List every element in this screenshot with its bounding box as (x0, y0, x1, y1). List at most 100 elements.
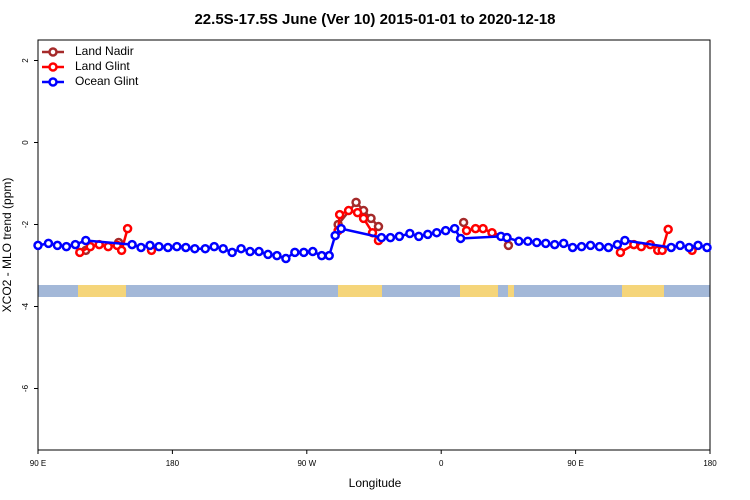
data-point (81, 235, 91, 246)
data-point (52, 240, 63, 251)
data-point (308, 246, 318, 257)
legend-label: Land Nadir (75, 44, 134, 58)
data-point (227, 247, 237, 258)
data-point (330, 230, 340, 241)
data-point (461, 225, 472, 236)
data-point (218, 243, 228, 254)
data-point (122, 223, 133, 234)
data-point (351, 197, 361, 208)
data-point (209, 241, 219, 252)
data-point (514, 236, 524, 247)
chart-title: 22.5S-17.5S June (Ver 10) 2015-01-01 to … (194, 11, 555, 28)
y-tick-label: 2 (21, 58, 30, 63)
legend-label: Land Glint (75, 59, 130, 73)
data-point (478, 223, 488, 234)
data-point (33, 240, 43, 251)
data-point (693, 240, 703, 251)
x-tick-label: 90 E (30, 459, 46, 468)
data-point (702, 242, 712, 253)
data-point (316, 250, 327, 261)
data-point (558, 238, 569, 249)
x-tick-label: 90 E (567, 459, 583, 468)
data-point (352, 207, 363, 218)
data-point (576, 241, 587, 252)
data-point (324, 250, 334, 261)
legend-marker (48, 77, 58, 87)
data-point (136, 242, 146, 253)
x-axis-label: Longitude (349, 476, 402, 490)
y-tick-label: 0 (21, 140, 30, 145)
x-tick-label: 0 (439, 459, 444, 468)
y-tick-label: -4 (21, 302, 30, 310)
data-point (394, 231, 405, 242)
data-point (43, 238, 54, 249)
data-point (245, 246, 255, 257)
data-point (263, 249, 273, 260)
data-point (281, 253, 291, 264)
data-point (675, 240, 685, 251)
data-point (431, 227, 442, 238)
data-point (523, 236, 533, 247)
data-point (502, 232, 512, 243)
data-point (75, 247, 85, 258)
data-point (290, 247, 300, 258)
data-point (405, 228, 415, 239)
data-point (336, 223, 346, 234)
data-point (127, 239, 137, 250)
legend-marker (48, 62, 58, 72)
data-point (254, 246, 264, 257)
data-point (532, 237, 542, 248)
data-point (449, 223, 460, 234)
data-point (103, 241, 113, 252)
data-point (470, 223, 481, 234)
data-point (85, 241, 96, 252)
y-tick-label: -2 (21, 220, 30, 228)
data-point (620, 235, 630, 246)
data-point (455, 233, 466, 244)
data-point (190, 243, 200, 254)
data-point (154, 241, 164, 252)
legend-marker (48, 47, 58, 57)
data-point (145, 240, 155, 251)
data-point (458, 217, 469, 228)
data-point (684, 242, 694, 253)
data-point (172, 241, 182, 252)
land-ocean-strip (38, 285, 710, 297)
data-point (612, 239, 623, 250)
data-point (334, 209, 345, 220)
x-tick-label: 90 W (297, 459, 316, 468)
data-point (61, 241, 72, 252)
data-point (487, 227, 497, 238)
data-point (615, 247, 626, 258)
data-point (657, 245, 667, 256)
data-point (385, 232, 396, 243)
data-point (366, 213, 376, 224)
y-axis-label: XCO2 - MLO trend (ppm) (0, 178, 14, 313)
data-point (299, 247, 309, 258)
data-point (272, 250, 282, 261)
data-point (594, 241, 605, 252)
data-point (603, 242, 614, 253)
data-point (200, 243, 211, 254)
data-point (70, 239, 81, 250)
data-point (343, 205, 354, 216)
y-tick-label: -6 (21, 384, 30, 392)
x-tick-label: 180 (166, 459, 180, 468)
x-tick-label: 180 (703, 459, 717, 468)
data-point (549, 239, 560, 250)
data-point (540, 238, 551, 249)
data-point (663, 224, 673, 235)
data-point (423, 229, 433, 240)
data-point (236, 243, 246, 254)
data-point (163, 242, 173, 253)
data-point (373, 221, 384, 232)
legend-label: Ocean Glint (75, 74, 139, 88)
data-point (358, 213, 369, 224)
data-point (585, 240, 596, 251)
data-point (666, 242, 676, 253)
data-point (503, 240, 514, 251)
data-point (440, 225, 451, 236)
data-point (414, 231, 424, 242)
data-point (567, 242, 578, 253)
